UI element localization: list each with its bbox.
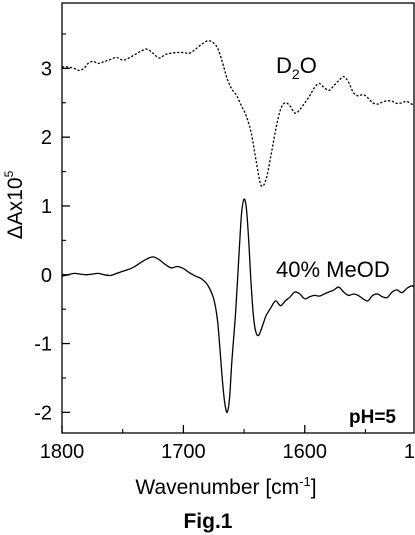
x-axis-ticks: 1800 1700 1600 1500 [40,425,415,463]
y-tick-label: 1 [41,196,52,218]
series-layer [61,40,415,414]
d2o-label: D2O [276,53,317,82]
meod-label: 40% MeOD [276,257,390,282]
series-d2o-line [61,40,415,188]
x-axis-title: Wavenumber [cm-1] [135,474,316,499]
x-tick-label: 1600 [283,441,328,463]
x-tick-label: 1700 [161,441,206,463]
figure-caption: Fig.1 [183,510,232,533]
plot-frame [61,2,415,434]
y-tick-label: 0 [41,265,52,287]
x-tick-label: 1500 [404,441,415,463]
y-axis-title: ΔAx105 [2,170,27,239]
y-tick-label: -2 [34,402,52,424]
y-tick-label: -1 [34,334,52,356]
y-tick-label: 3 [41,58,52,80]
x-tick-label: 1800 [40,441,85,463]
y-tick-label: 2 [41,127,52,149]
ph-label: pH=5 [349,407,396,428]
y-axis-ticks: -2 -1 0 1 2 3 [34,33,70,424]
series-meod-line [61,198,415,414]
